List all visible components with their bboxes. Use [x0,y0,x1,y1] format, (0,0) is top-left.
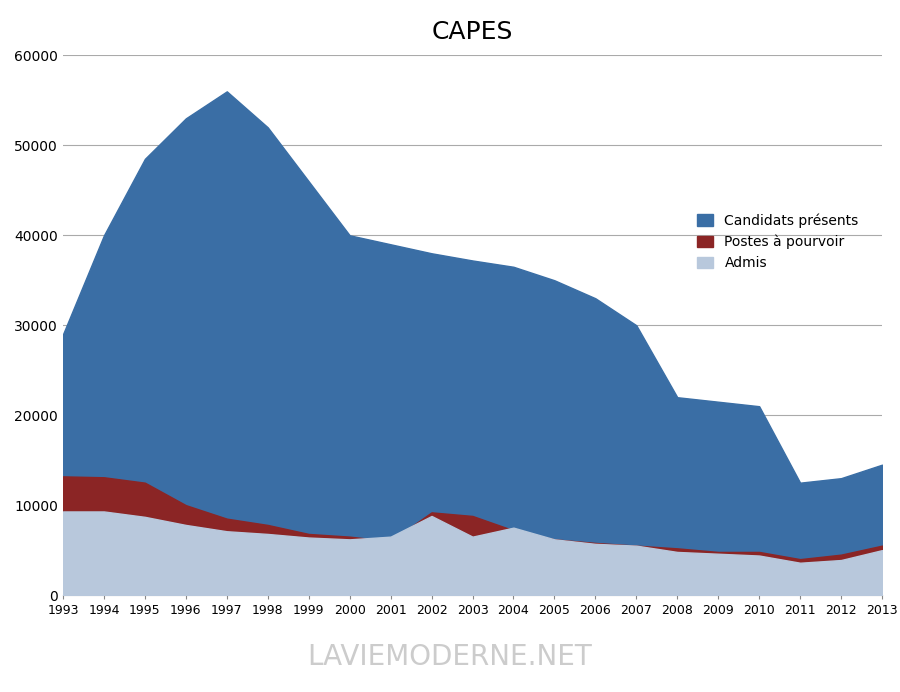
Title: CAPES: CAPES [432,19,513,44]
Legend: Candidats présents, Postes à pourvoir, Admis: Candidats présents, Postes à pourvoir, A… [697,213,859,271]
Text: LAVIEMODERNE.NET: LAVIEMODERNE.NET [308,644,592,671]
